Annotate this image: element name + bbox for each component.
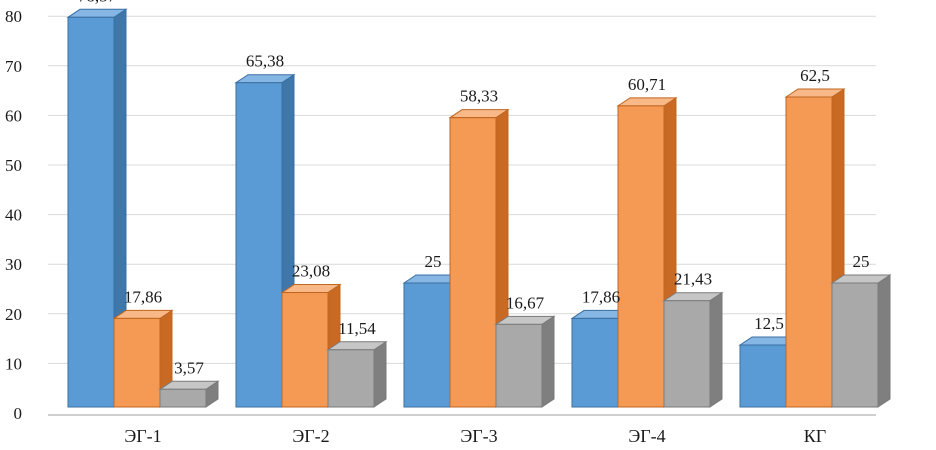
bar-front <box>449 117 497 408</box>
bar-front <box>327 349 375 408</box>
y-tick-label: 40 <box>5 206 22 225</box>
data-label: 78,57 <box>78 0 117 5</box>
data-label: 25 <box>853 252 870 271</box>
data-label: 21,43 <box>674 270 712 289</box>
x-category-label: ЭГ-4 <box>628 426 665 446</box>
data-labels: 78,57 65,38 25 17,86 12,5 17,86 23,08 58,33 60,7… <box>78 0 870 377</box>
bar <box>448 108 510 408</box>
data-label: 12,5 <box>754 314 784 333</box>
data-label: 16,67 <box>506 293 545 312</box>
x-axis-categories: ЭГ-1 ЭГ-2 ЭГ-3 ЭГ-4 КГ <box>124 426 826 446</box>
x-category-label: ЭГ-3 <box>460 426 497 446</box>
y-axis-ticks: 0 10 20 30 40 50 60 70 80 <box>5 7 22 423</box>
data-label: 62,5 <box>800 66 830 85</box>
bar-front <box>495 323 543 408</box>
data-label: 23,08 <box>292 262 330 281</box>
bar-front <box>235 82 283 408</box>
bar <box>326 340 388 408</box>
bar-front <box>281 292 329 408</box>
data-label: 17,86 <box>582 287 620 306</box>
x-category-label: ЭГ-2 <box>292 426 329 446</box>
bar <box>112 309 174 408</box>
data-label: 17,86 <box>124 287 162 306</box>
bar-front <box>571 317 619 408</box>
bar-front <box>617 105 665 408</box>
bar <box>662 291 724 408</box>
bar-front <box>831 282 879 408</box>
y-tick-label: 20 <box>5 305 22 324</box>
y-tick-label: 30 <box>5 255 22 274</box>
bar-front <box>785 96 833 408</box>
bar-side <box>541 315 555 408</box>
bar <box>158 380 220 408</box>
y-tick-label: 80 <box>5 7 22 26</box>
data-label: 11,54 <box>338 319 376 338</box>
data-label: 3,57 <box>174 358 204 377</box>
bar-front <box>739 344 787 408</box>
y-tick-label: 0 <box>14 404 23 423</box>
bar-front <box>113 317 161 408</box>
bars <box>66 8 892 408</box>
data-label: 25 <box>425 252 442 271</box>
bar-side <box>877 274 891 408</box>
bar-side <box>373 340 387 408</box>
y-tick-label: 50 <box>5 156 22 175</box>
data-label: 58,33 <box>460 87 498 106</box>
bar <box>830 274 892 408</box>
x-category-label: КГ <box>804 426 826 446</box>
data-label: 65,38 <box>246 52 284 71</box>
bar-front <box>403 282 451 408</box>
data-label: 60,71 <box>628 75 666 94</box>
bar-front <box>67 16 115 408</box>
bar-front <box>663 300 711 408</box>
y-tick-label: 70 <box>5 57 22 76</box>
bar-front <box>159 388 207 408</box>
y-tick-label: 60 <box>5 106 22 125</box>
x-category-label: ЭГ-1 <box>124 426 161 446</box>
bar <box>494 315 556 408</box>
bar-side <box>709 291 723 408</box>
y-tick-label: 10 <box>5 354 22 373</box>
